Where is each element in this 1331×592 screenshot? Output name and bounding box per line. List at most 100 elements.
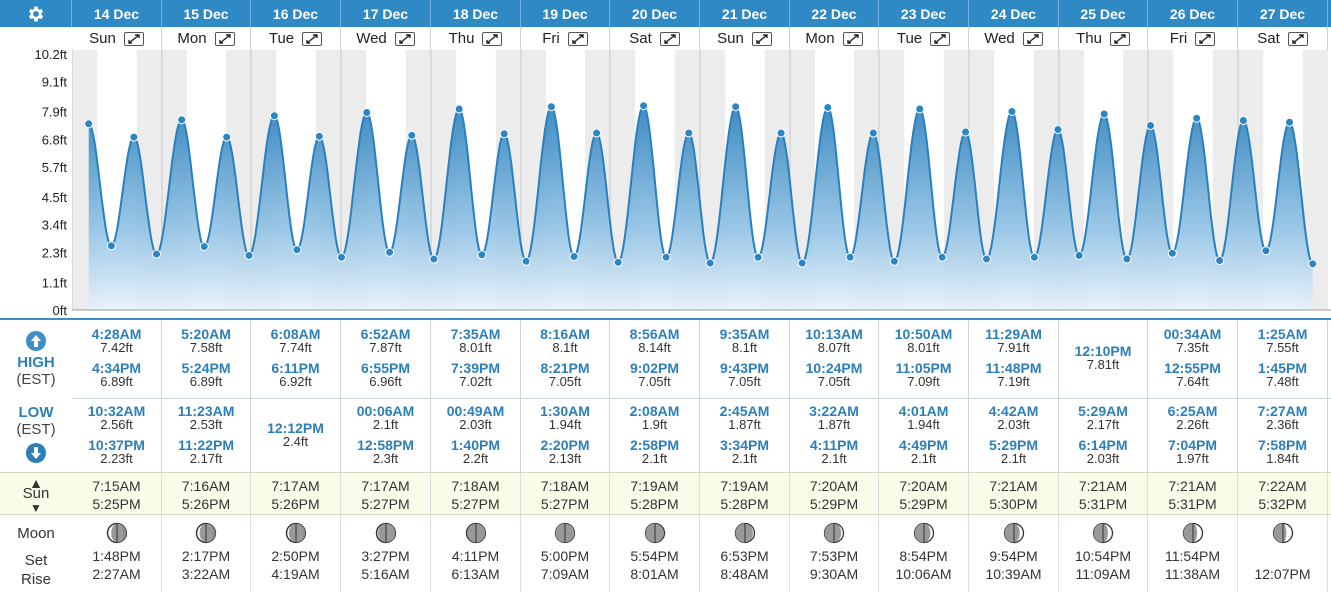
tide-day-column: 1:25AM 7.55ft 1:45PM 7.48ft 7:27AM 2.36ft 7:58…: [1238, 320, 1328, 474]
moon-phase-icon: [913, 522, 934, 544]
moonset-time: 2:17PM: [181, 548, 231, 564]
tide-entry: 1:40PM 2.2ft: [431, 438, 520, 466]
tide-height: 1.94ft: [548, 417, 582, 432]
gear-icon: [28, 6, 43, 21]
expand-day-button[interactable]: [214, 31, 235, 46]
tide-height: 2.1ft: [641, 451, 668, 466]
date-header: 14 Dec 15 Dec 16 Dec 17 Dec 18 Dec 19 Dec 20 D…: [0, 0, 1331, 27]
expand-day-button[interactable]: [1287, 31, 1308, 46]
tide-extreme-point: [639, 101, 649, 111]
tide-time: 00:49AM: [446, 403, 505, 419]
tide-extreme-point: [1074, 251, 1084, 261]
tide-extreme-point: [823, 102, 833, 112]
tide-chart: 0ft 1.1ft 2.3ft 3.4ft 4.5ft 5.7ft 6.8ft 7.9ft 9.…: [0, 50, 1331, 318]
settings-button[interactable]: [0, 0, 72, 27]
expand-day-button[interactable]: [751, 31, 772, 46]
expand-day-button[interactable]: [394, 31, 415, 46]
sunset-time: 5:30PM: [989, 496, 1038, 512]
date-cell: 27 Dec: [1238, 0, 1328, 27]
tide-time: 7:35AM: [450, 326, 501, 342]
tide-height: 7.09ft: [907, 374, 940, 389]
tide-height: 6.92ft: [279, 374, 312, 389]
weekday-cell: Mon: [790, 27, 879, 50]
tide-height: 2.3ft: [372, 451, 399, 466]
moonrise-time: 4:19AM: [271, 566, 320, 582]
tide-height: 7.87ft: [369, 340, 402, 355]
weekday-cell: Wed: [969, 27, 1059, 50]
y-tick-label: 4.5ft: [42, 190, 68, 205]
expand-day-button[interactable]: [1022, 31, 1043, 46]
tide-time: 2:20PM: [540, 437, 590, 453]
moonrise-time: 6:13AM: [451, 566, 500, 582]
tide-height: 1.9ft: [641, 417, 668, 432]
moonset-time: 6:53PM: [720, 548, 769, 564]
divider: [72, 398, 1331, 399]
tide-entry: 2:58PM 2.1ft: [610, 438, 699, 466]
tide-time: 6:25AM: [1167, 403, 1218, 419]
sunset-time: 5:32PM: [1258, 496, 1307, 512]
tide-extreme-point: [797, 258, 807, 268]
tide-extreme-point: [889, 256, 899, 266]
moon-phase-icon: [375, 522, 396, 544]
tide-extreme-point: [222, 132, 232, 142]
moon-phase-icon: [285, 522, 306, 544]
expand-day-button[interactable]: [1109, 31, 1130, 46]
sunrise-time: 7:22AM: [1258, 478, 1307, 494]
date-cell: 18 Dec: [431, 0, 521, 27]
expand-day-button[interactable]: [302, 31, 323, 46]
expand-icon: [1114, 33, 1126, 44]
tide-entry: 12:10PM 7.81ft: [1059, 344, 1147, 372]
expand-day-button[interactable]: [567, 31, 588, 46]
moon-phase-icon: [734, 522, 755, 544]
y-tick-label: 6.8ft: [42, 132, 68, 147]
expand-day-button[interactable]: [482, 31, 503, 46]
tide-time: 11:23AM: [177, 403, 235, 419]
tide-entry: 6:25AM 2.26ft: [1148, 404, 1237, 432]
expand-day-button[interactable]: [1195, 31, 1216, 46]
tide-entry: 8:56AM 8.14ft: [610, 327, 699, 355]
tide-extreme-point: [429, 254, 439, 264]
tide-time: 10:13AM: [805, 326, 863, 342]
date-cell: 23 Dec: [879, 0, 969, 27]
sunset-time: 5:29PM: [899, 496, 948, 512]
tide-entry: 6:14PM 2.03ft: [1059, 438, 1147, 466]
tide-height: 8.1ft: [731, 340, 758, 355]
sunset-time: 5:26PM: [271, 496, 320, 512]
expand-icon: [572, 33, 584, 44]
date-cell: 22 Dec: [790, 0, 879, 27]
moonset-time: 3:27PM: [361, 548, 410, 564]
tide-extreme-point: [868, 128, 878, 138]
tide-entry: 5:24PM 6.89ft: [162, 361, 250, 389]
tide-extreme-point: [454, 104, 464, 114]
weekday-label: Sat: [629, 30, 652, 47]
tide-height: 8.14ft: [638, 340, 671, 355]
sunset-time: 5:26PM: [181, 496, 231, 512]
expand-icon: [486, 33, 499, 44]
tide-extreme-point: [1308, 259, 1318, 269]
moon-day-column: 5:54PM 8:01AM: [610, 515, 700, 592]
tide-time: 1:30AM: [540, 403, 590, 419]
tide-entry: 6:11PM 6.92ft: [251, 361, 340, 389]
tide-extreme-point: [292, 245, 302, 255]
weekday-cell: Thu: [1059, 27, 1148, 50]
sunrise-time: 7:20AM: [899, 478, 948, 494]
moon-day-column: 6:53PM 8:48AM: [700, 515, 790, 592]
sun-day-column: 7:18AM 5:27PM: [521, 473, 610, 514]
expand-day-button[interactable]: [123, 31, 144, 46]
sunset-time: 5:28PM: [720, 496, 769, 512]
tide-extreme-point: [407, 130, 417, 140]
moonrise-time: 5:16AM: [361, 566, 410, 582]
weekday-label: Thu: [1076, 30, 1102, 47]
expand-day-button[interactable]: [930, 31, 951, 46]
tide-entry: 4:01AM 1.94ft: [879, 404, 968, 432]
expand-day-button[interactable]: [659, 31, 680, 46]
tide-entry: 7:39PM 7.02ft: [431, 361, 520, 389]
tide-time: 1:25AM: [1257, 326, 1308, 342]
weekday-label: Fri: [542, 30, 560, 47]
moonrise-time: 10:39AM: [985, 566, 1042, 582]
expand-day-button[interactable]: [842, 31, 863, 46]
sunrise-time: 7:20AM: [809, 478, 859, 494]
tide-entry: 3:22AM 1.87ft: [790, 404, 878, 432]
sunrise-time: 7:17AM: [361, 478, 410, 494]
sunset-time: 5:29PM: [809, 496, 859, 512]
